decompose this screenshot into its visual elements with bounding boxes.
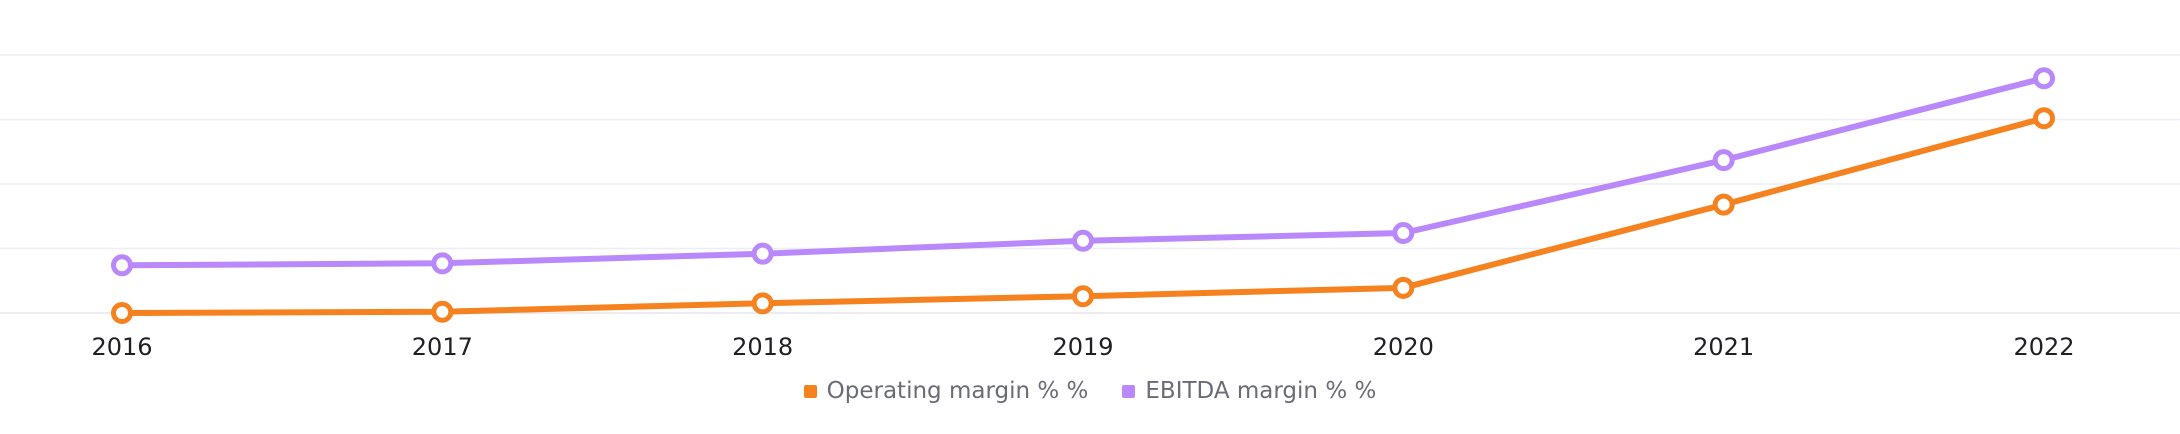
data-point[interactable] bbox=[1712, 149, 1735, 172]
data-points bbox=[111, 67, 2055, 324]
x-tick-label: 2022 bbox=[2013, 333, 2074, 361]
data-point[interactable] bbox=[1072, 285, 1094, 308]
legend-label-ebitda-margin: EBITDA margin % % bbox=[1145, 378, 1377, 404]
data-point[interactable] bbox=[431, 252, 454, 275]
x-tick-label: 2020 bbox=[1373, 333, 1434, 361]
data-point[interactable] bbox=[2033, 67, 2055, 90]
data-point[interactable] bbox=[111, 254, 133, 277]
x-tick-label: 2018 bbox=[732, 333, 793, 361]
series-lines bbox=[119, 75, 2047, 316]
data-point[interactable] bbox=[431, 300, 454, 323]
x-tick-label: 2021 bbox=[1693, 333, 1754, 361]
data-point[interactable] bbox=[111, 302, 133, 324]
legend-swatch-ebitda-margin bbox=[1122, 384, 1136, 398]
x-tick-label: 2019 bbox=[1052, 333, 1113, 361]
series-line bbox=[119, 115, 2047, 316]
legend-label-operating-margin: Operating margin % % bbox=[826, 378, 1089, 404]
x-axis-ticks: 2016 2017 2018 2019 2020 2021 2022 bbox=[91, 333, 2074, 361]
gridlines bbox=[0, 54, 2180, 314]
legend-item-ebitda-margin[interactable]: EBITDA margin % % bbox=[1122, 378, 1376, 404]
data-point[interactable] bbox=[751, 242, 774, 265]
data-point[interactable] bbox=[1392, 222, 1415, 245]
legend-item-operating-margin[interactable]: Operating margin % % bbox=[803, 378, 1089, 404]
data-point[interactable] bbox=[1712, 193, 1735, 216]
legend: Operating margin % % EBITDA margin % % bbox=[0, 378, 2180, 404]
legend-swatch-operating-margin bbox=[803, 384, 817, 398]
data-point[interactable] bbox=[1392, 276, 1415, 299]
data-point[interactable] bbox=[2033, 107, 2055, 130]
x-tick-label: 2017 bbox=[412, 333, 473, 361]
x-tick-label: 2016 bbox=[91, 333, 152, 361]
data-point[interactable] bbox=[1072, 229, 1094, 252]
data-point[interactable] bbox=[751, 292, 774, 315]
